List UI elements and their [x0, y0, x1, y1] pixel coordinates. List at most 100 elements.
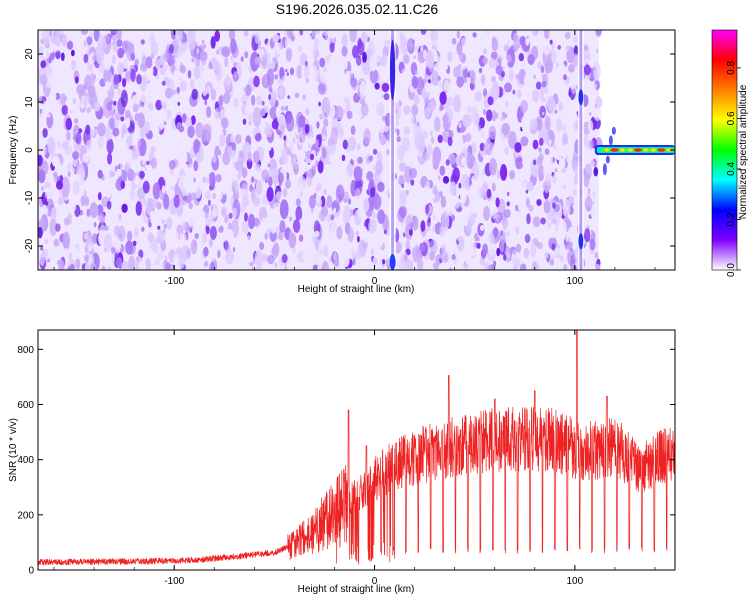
spectrogram-noise-blob [401, 249, 405, 255]
spectrogram-noise-blob [48, 131, 52, 136]
spectrogram-noise-blob [80, 103, 84, 110]
spectrogram-noise-blob [525, 197, 531, 208]
spectrogram-noise-blob [211, 204, 220, 218]
spectrogram-noise-blob [306, 170, 310, 175]
spectrogram-noise-blob [106, 138, 114, 154]
spectrogram-noise-blob [132, 103, 139, 113]
spectrogram-noise-blob [133, 47, 142, 62]
spectrogram-noise-blob [246, 158, 253, 170]
spectrogram-noise-blob [323, 245, 329, 258]
spectrogram-noise-blob [264, 232, 269, 240]
spectrogram-noise-blob [296, 82, 300, 90]
spectrogram-noise-blob [535, 81, 542, 90]
spectrogram-noise-blob [61, 34, 68, 48]
spectrogram-noise-blob [517, 200, 524, 212]
spectrogram-noise-blob [58, 259, 65, 270]
spectrogram-noise-blob [281, 76, 285, 82]
spectrogram-noise-blob [86, 36, 93, 46]
spectrogram-noise-blob [411, 189, 415, 196]
spectrogram-noise-blob [50, 206, 57, 220]
spectrogram-noise-blob [238, 102, 241, 108]
spectrogram-noise-blob [487, 96, 494, 106]
spectrogram-noise-blob [330, 214, 335, 221]
spectrogram-noise-blob [45, 207, 49, 214]
spectrogram-noise-blob [437, 134, 443, 144]
spectrogram-noise-blob [243, 30, 249, 37]
spectrogram-noise-blob [228, 58, 233, 65]
spectrogram-noise-blob [259, 242, 265, 250]
spectrogram-noise-blob [256, 95, 262, 106]
spectrogram-noise-blob [249, 184, 254, 193]
spectrogram-noise-blob [97, 169, 103, 179]
spectrogram-noise-blob [526, 35, 529, 40]
spectrogram-noise-blob [333, 32, 339, 45]
spectrogram-noise-blob [205, 129, 212, 143]
spectrogram-noise-blob [191, 57, 195, 63]
spectrogram-noise-blob [382, 46, 389, 58]
spectrogram-noise-blob [289, 67, 295, 76]
spectrogram-noise-blob [209, 262, 216, 270]
spectrogram-noise-blob [532, 260, 537, 270]
colorbar-tick-label: 0.8 [726, 61, 737, 75]
spectrogram-noise-blob [588, 139, 594, 150]
spectrogram-noise-blob [588, 112, 592, 116]
spectrogram-noise-blob [282, 188, 288, 198]
spectrogram-noise-blob [555, 117, 563, 133]
spectrogram-noise-blob [402, 232, 406, 238]
spectrogram-noise-blob [222, 92, 231, 104]
spectrogram-noise-blob [128, 255, 136, 270]
spectrogram-noise-blob [456, 256, 461, 262]
spectrogram-noise-blob [310, 107, 318, 120]
spectrogram-noise-blob [527, 255, 532, 260]
spectrogram-noise-blob [267, 176, 273, 187]
spectrogram-noise-blob [294, 54, 299, 61]
spectrogram-noise-blob [330, 126, 339, 146]
spectrogram-noise-blob [445, 147, 448, 153]
spectrogram-noise-blob [521, 158, 527, 167]
spectrogram-noise-blob [57, 41, 60, 47]
spectrogram-noise-blob [353, 166, 363, 182]
spectrogram-noise-blob [199, 50, 208, 62]
spectrogram-noise-blob [584, 64, 591, 76]
spectrogram-noise-blob [228, 30, 236, 41]
spectrogram-noise-blob [483, 109, 487, 115]
spectrogram-noise-blob [429, 130, 433, 136]
spectrogram-noise-blob [286, 257, 293, 269]
spectrogram-noise-blob [447, 136, 453, 147]
spectrogram-noise-blob [379, 67, 384, 76]
spectrogram-noise-blob [38, 96, 45, 105]
spectrogram-noise-blob [348, 54, 353, 63]
spectrogram-noise-blob [161, 185, 166, 194]
spectrogram-noise-blob [129, 33, 135, 45]
spectrogram-noise-blob [315, 30, 321, 35]
spectrogram-noise-blob [323, 163, 327, 172]
spectrogram-noise-blob [286, 72, 290, 76]
spectrogram-noise-blob [333, 148, 342, 168]
spectrogram-noise-blob [244, 51, 249, 59]
spectrogram-noise-blob [50, 35, 58, 45]
spectrogram-noise-blob [217, 222, 221, 228]
spectrogram-noise-blob [163, 230, 170, 241]
spectrogram-noise-blob [394, 119, 399, 127]
spectrogram-noise-blob [333, 258, 340, 267]
spectrogram-noise-blob [496, 247, 501, 257]
spectrogram-noise-blob [150, 40, 159, 57]
spectrogram-noise-blob [373, 37, 381, 50]
spectrogram-noise-blob [60, 52, 65, 61]
spectrogram-noise-blob [495, 214, 501, 223]
spectrogram-noise-blob [520, 263, 527, 270]
spectrogram-noise-blob [253, 75, 260, 88]
spectrogram-noise-blob [568, 195, 574, 205]
spectrogram-noise-blob [311, 165, 316, 176]
spectrogram-noise-blob [316, 55, 320, 61]
spectrogram-noise-blob [537, 242, 543, 250]
spectrogram-noise-blob [308, 143, 312, 149]
spectrogram-noise-blob [589, 238, 596, 251]
spectrogram-noise-blob [211, 252, 216, 262]
spectrogram-noise-blob [408, 228, 413, 236]
spectrogram-noise-blob [254, 250, 264, 270]
spectrogram-noise-blob [411, 104, 419, 116]
spectrogram-noise-blob [350, 125, 356, 135]
spectrogram-noise-blob [381, 94, 384, 99]
